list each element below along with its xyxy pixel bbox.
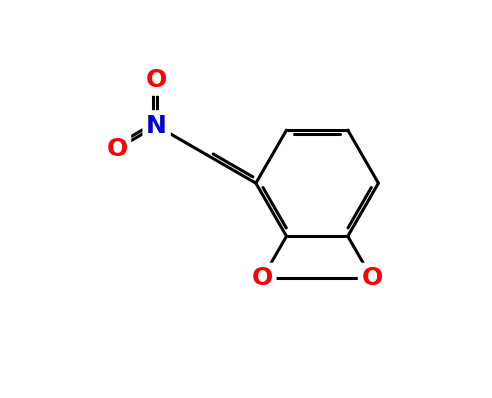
Text: O: O (362, 266, 383, 291)
Text: O: O (251, 266, 273, 291)
Text: N: N (146, 114, 167, 138)
Text: O: O (106, 137, 127, 161)
Text: O: O (146, 68, 167, 92)
